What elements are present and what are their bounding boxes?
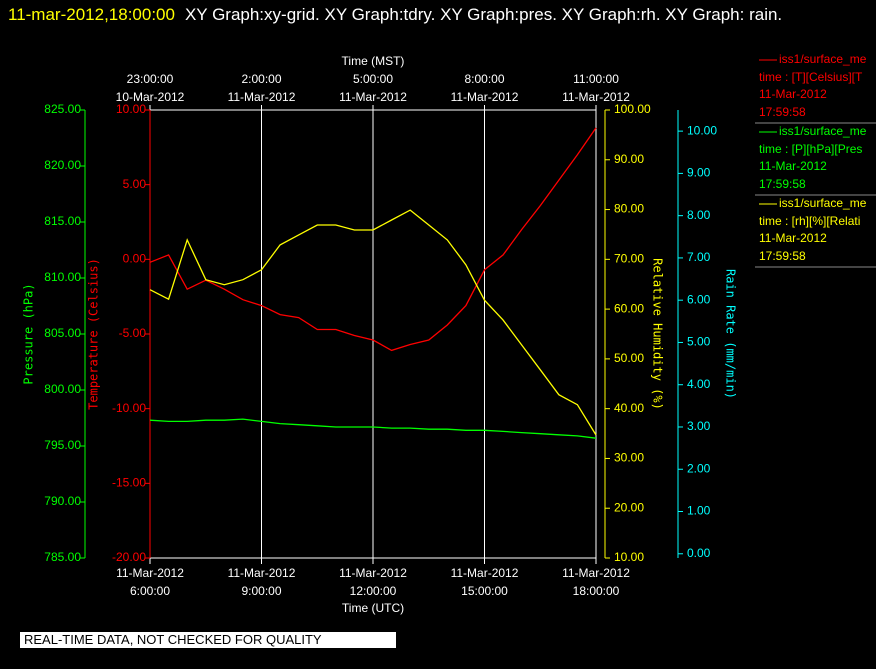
y-tick-label: 40.00 [614, 401, 644, 415]
x-tick-label: 15:00:00 [461, 584, 508, 598]
y-tick-label: 2.00 [687, 461, 711, 475]
x2-axis-title: Time (MST) [342, 54, 405, 68]
y-tick-label: 5.00 [123, 177, 147, 191]
y-tick-label: 10.00 [687, 123, 717, 137]
x2-tick-label: 5:00:00 [353, 72, 393, 86]
legend-date: 11-Mar-2012 [759, 231, 827, 245]
legend-name: iss1/surface_me [779, 124, 867, 138]
y-tick-label: 100.00 [614, 102, 651, 116]
y-tick-label: 3.00 [687, 419, 711, 433]
y-tick-label: -15.00 [112, 476, 146, 490]
y-tick-label: 1.00 [687, 504, 711, 518]
y-tick-label: -10.00 [112, 401, 146, 415]
y-axis-title: Relative Humidity (%) [651, 258, 665, 410]
x-tick-label: 12:00:00 [350, 584, 397, 598]
legend-detail: time : [T][Celsius][T [759, 70, 863, 84]
series-line [149, 418, 597, 439]
legend-time: 17:59:58 [759, 105, 806, 119]
legend-detail: time : [rh][%][Relati [759, 214, 860, 228]
legend-date: 11-Mar-2012 [759, 87, 827, 101]
y-axis-title: Rain Rate (mm/min) [724, 269, 738, 399]
y-tick-label: 800.00 [44, 382, 81, 396]
y-tick-label: 5.00 [687, 335, 711, 349]
x2-tick-date: 11-Mar-2012 [228, 90, 296, 104]
y-tick-label: 50.00 [614, 351, 644, 365]
y-tick-label: 815.00 [44, 214, 81, 228]
y-tick-label: 0.00 [123, 252, 147, 266]
x-tick-date: 11-Mar-2012 [451, 566, 519, 580]
header-title: XY Graph:xy-grid. XY Graph:tdry. XY Grap… [184, 5, 783, 24]
x2-tick-label: 23:00:00 [127, 72, 174, 86]
x2-tick-label: 11:00:00 [573, 72, 619, 86]
x-axis-title: Time (UTC) [342, 601, 404, 615]
x2-tick-date: 11-Mar-2012 [339, 90, 407, 104]
x-tick-label: 6:00:00 [130, 584, 170, 598]
y-tick-label: 825.00 [44, 102, 81, 116]
legend-name: iss1/surface_me [779, 196, 867, 210]
x2-tick-date: 10-Mar-2012 [116, 90, 185, 104]
x-tick-label: 18:00:00 [573, 584, 620, 598]
legend-time: 17:59:58 [759, 177, 806, 191]
y-tick-label: 8.00 [687, 208, 711, 222]
y-axis-title: Temperature (Celsius) [87, 258, 101, 410]
y-tick-label: 4.00 [687, 377, 711, 391]
timestamp: 11-mar-2012,18:00:00 [8, 5, 175, 24]
quality-note: REAL-TIME DATA, NOT CHECKED FOR QUALITY [20, 632, 396, 648]
legend-name: iss1/surface_me [779, 52, 867, 66]
y-tick-label: 785.00 [44, 550, 81, 564]
x2-tick-label: 8:00:00 [464, 72, 504, 86]
x2-tick-label: 2:00:00 [241, 72, 281, 86]
y-tick-label: 90.00 [614, 152, 644, 166]
y-tick-label: 0.00 [687, 546, 711, 560]
x-tick-date: 11-Mar-2012 [228, 566, 296, 580]
y-tick-label: -5.00 [119, 326, 147, 340]
y-tick-label: 70.00 [614, 252, 644, 266]
y-tick-label: 7.00 [687, 250, 711, 264]
series-line [149, 209, 597, 436]
x-tick-date: 11-Mar-2012 [116, 566, 184, 580]
x-tick-label: 9:00:00 [241, 584, 281, 598]
y-tick-label: 790.00 [44, 494, 81, 508]
y-tick-label: 820.00 [44, 158, 81, 172]
x2-tick-date: 11-Mar-2012 [451, 90, 519, 104]
y-tick-label: 10.00 [614, 550, 644, 564]
y-tick-label: 810.00 [44, 270, 81, 284]
y-tick-label: 9.00 [687, 166, 711, 180]
y-tick-label: -20.00 [112, 550, 146, 564]
y-tick-label: 6.00 [687, 292, 711, 306]
y-tick-label: 80.00 [614, 202, 644, 216]
legend-date: 11-Mar-2012 [759, 159, 827, 173]
series-line [149, 127, 597, 352]
y-tick-label: 10.00 [116, 102, 146, 116]
x2-tick-date: 11-Mar-2012 [562, 90, 630, 104]
y-tick-label: 805.00 [44, 326, 81, 340]
x-tick-date: 11-Mar-2012 [562, 566, 630, 580]
y-tick-label: 60.00 [614, 301, 644, 315]
y-tick-label: 795.00 [44, 438, 81, 452]
legend-detail: time : [P][hPa][Pres [759, 142, 862, 156]
y-axis-title: Pressure (hPa) [22, 283, 36, 384]
y-tick-label: 20.00 [614, 500, 644, 514]
y-tick-label: 30.00 [614, 451, 644, 465]
header: 11-mar-2012,18:00:00 XY Graph:xy-grid. XY… [8, 1, 858, 28]
x-tick-date: 11-Mar-2012 [339, 566, 407, 580]
legend-time: 17:59:58 [759, 249, 806, 263]
